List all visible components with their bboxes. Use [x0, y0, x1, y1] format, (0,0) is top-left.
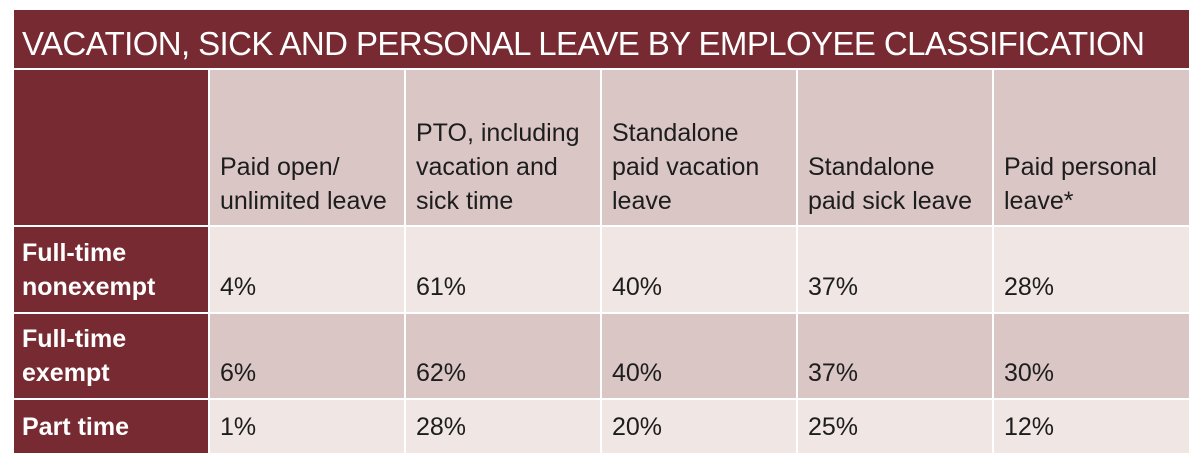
table-cell: 28%: [994, 227, 1189, 312]
table-grid: Paid open/ unlimited leave PTO, includin…: [14, 70, 1189, 453]
table-cell: 40%: [602, 314, 796, 398]
table-cell: 20%: [602, 400, 796, 453]
table-title: VACATION, SICK AND PERSONAL LEAVE BY EMP…: [14, 10, 1189, 68]
column-header: PTO, including vacation and sick time: [406, 70, 600, 225]
table-cell: 25%: [798, 400, 992, 453]
table-cell: 1%: [210, 400, 404, 453]
table-cell: 12%: [994, 400, 1189, 453]
table-cell: 28%: [406, 400, 600, 453]
column-header: Standalone paid vacation leave: [602, 70, 796, 225]
table-cell: 61%: [406, 227, 600, 312]
table-cell: 37%: [798, 227, 992, 312]
column-header: Standalone paid sick leave: [798, 70, 992, 225]
row-header: Full-time nonexempt: [14, 227, 208, 312]
table-cell: 30%: [994, 314, 1189, 398]
corner-cell: [14, 70, 208, 225]
table-cell: 40%: [602, 227, 796, 312]
leave-table: VACATION, SICK AND PERSONAL LEAVE BY EMP…: [14, 10, 1189, 453]
row-header: Part time: [14, 400, 208, 453]
table-cell: 6%: [210, 314, 404, 398]
table-cell: 4%: [210, 227, 404, 312]
column-header: Paid personal leave*: [994, 70, 1189, 225]
table-cell: 37%: [798, 314, 992, 398]
table-cell: 62%: [406, 314, 600, 398]
column-header: Paid open/ unlimited leave: [210, 70, 404, 225]
row-header: Full-time exempt: [14, 314, 208, 398]
